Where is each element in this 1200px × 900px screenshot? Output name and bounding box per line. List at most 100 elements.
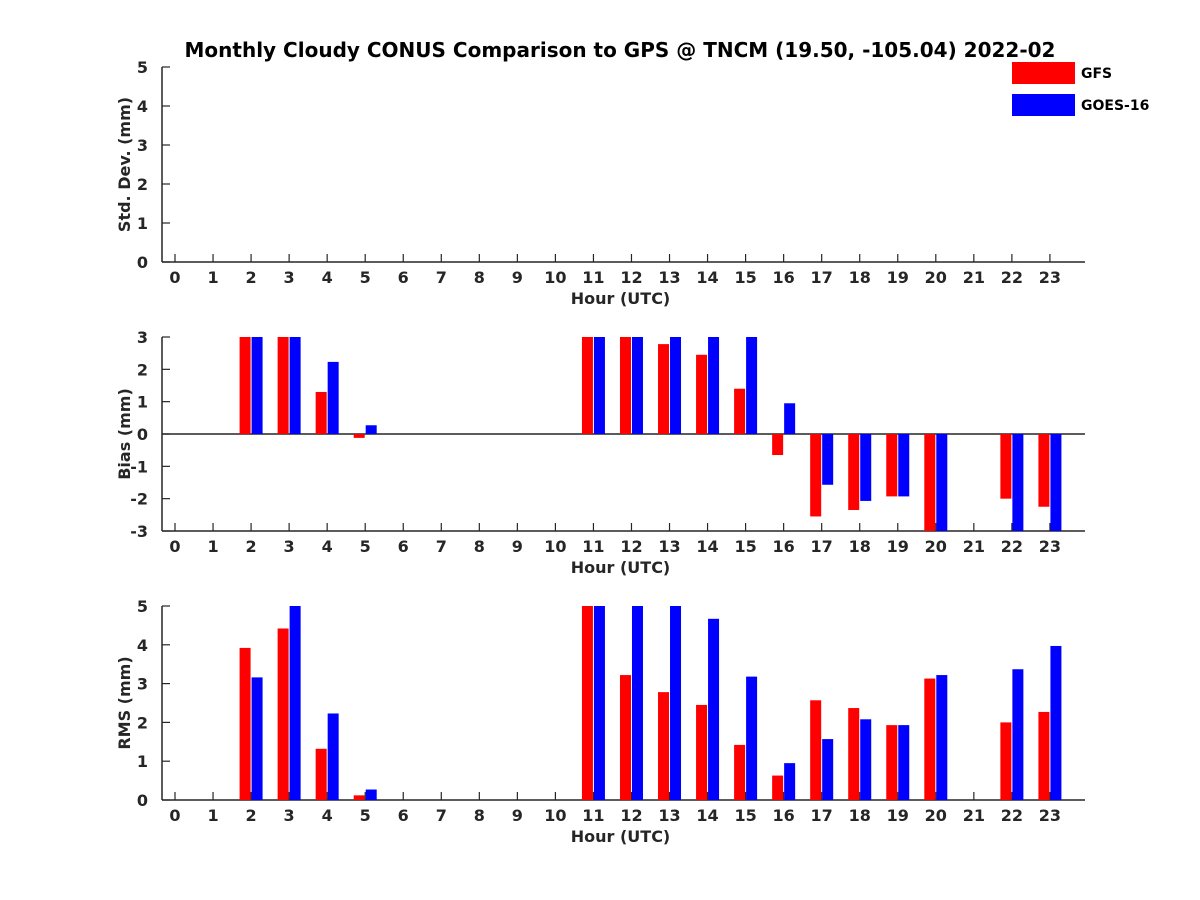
x-tick-label: 17 bbox=[811, 537, 833, 556]
x-tick-label: 3 bbox=[284, 268, 295, 287]
y-axis-label: Bias (mm) bbox=[115, 388, 134, 480]
x-tick-label: 21 bbox=[963, 268, 985, 287]
bar-gfs-hour-23 bbox=[1038, 711, 1050, 800]
bar-goes-16-hour-13 bbox=[670, 606, 682, 800]
x-tick-label: 9 bbox=[512, 806, 523, 825]
x-tick-label: 0 bbox=[169, 537, 180, 556]
x-tick-label: 7 bbox=[436, 537, 447, 556]
y-tick-label: 1 bbox=[137, 214, 148, 233]
y-tick-label: 0 bbox=[137, 425, 148, 444]
bar-goes-16-hour-23 bbox=[1050, 434, 1062, 531]
x-tick-label: 7 bbox=[436, 268, 447, 287]
bar-goes-16-hour-11 bbox=[593, 337, 605, 434]
x-tick-label: 14 bbox=[696, 268, 718, 287]
y-tick-label: 0 bbox=[137, 791, 148, 810]
y-tick-label: -3 bbox=[130, 522, 148, 541]
y-tick-label: -1 bbox=[130, 457, 148, 476]
x-tick-label: 15 bbox=[734, 806, 756, 825]
bar-goes-16-hour-12 bbox=[631, 606, 643, 800]
bar-gfs-hour-12 bbox=[619, 675, 631, 800]
x-tick-label: 12 bbox=[620, 268, 642, 287]
bar-goes-16-hour-4 bbox=[327, 713, 339, 800]
x-tick-label: 1 bbox=[207, 806, 218, 825]
bar-gfs-hour-16 bbox=[772, 434, 784, 456]
y-axis-label: Std. Dev. (mm) bbox=[115, 97, 134, 232]
bar-goes-16-hour-15 bbox=[746, 676, 758, 800]
x-tick-label: 16 bbox=[773, 537, 795, 556]
bar-gfs-hour-22 bbox=[1000, 722, 1012, 800]
x-tick-label: 14 bbox=[696, 806, 718, 825]
y-tick-label: 3 bbox=[137, 136, 148, 155]
bar-goes-16-hour-5 bbox=[365, 425, 377, 434]
y-tick-label: 1 bbox=[137, 393, 148, 412]
y-tick-label: -2 bbox=[130, 490, 148, 509]
x-tick-label: 1 bbox=[207, 268, 218, 287]
y-tick-label: 4 bbox=[137, 636, 148, 655]
legend: GFS GOES-16 bbox=[1012, 62, 1149, 116]
bar-gfs-hour-4 bbox=[315, 391, 327, 434]
bar-gfs-hour-14 bbox=[696, 354, 708, 434]
x-tick-label: 10 bbox=[544, 537, 566, 556]
bar-goes-16-hour-23 bbox=[1050, 645, 1062, 800]
x-tick-label: 6 bbox=[398, 806, 409, 825]
x-tick-label: 22 bbox=[1001, 537, 1023, 556]
legend-swatch-goes-16 bbox=[1012, 94, 1075, 116]
x-tick-label: 19 bbox=[887, 537, 909, 556]
x-tick-label: 10 bbox=[544, 806, 566, 825]
x-tick-label: 4 bbox=[322, 537, 333, 556]
x-tick-label: 18 bbox=[849, 268, 871, 287]
y-tick-label: 1 bbox=[137, 752, 148, 771]
bar-goes-16-hour-20 bbox=[936, 434, 948, 531]
x-tick-label: 14 bbox=[696, 537, 718, 556]
x-tick-label: 5 bbox=[360, 537, 371, 556]
bar-gfs-hour-2 bbox=[239, 337, 251, 434]
x-tick-label: 20 bbox=[925, 806, 947, 825]
bar-gfs-hour-23 bbox=[1038, 434, 1050, 507]
bar-goes-16-hour-19 bbox=[898, 434, 910, 497]
x-tick-label: 23 bbox=[1039, 806, 1061, 825]
x-tick-label: 8 bbox=[474, 537, 485, 556]
bar-gfs-hour-17 bbox=[810, 434, 822, 517]
legend-label-goes-16: GOES-16 bbox=[1081, 98, 1149, 114]
bar-goes-16-hour-5 bbox=[365, 789, 377, 800]
bar-goes-16-hour-14 bbox=[708, 337, 720, 434]
y-axis-label: RMS (mm) bbox=[115, 656, 134, 749]
x-tick-label: 2 bbox=[246, 268, 257, 287]
y-tick-label: 2 bbox=[137, 713, 148, 732]
bar-gfs-hour-3 bbox=[277, 337, 289, 434]
x-tick-label: 17 bbox=[811, 268, 833, 287]
bar-goes-16-hour-19 bbox=[898, 725, 910, 800]
x-tick-label: 0 bbox=[169, 806, 180, 825]
bar-goes-16-hour-14 bbox=[708, 618, 720, 800]
x-tick-label: 12 bbox=[620, 806, 642, 825]
bar-gfs-hour-3 bbox=[277, 628, 289, 800]
bar-goes-16-hour-2 bbox=[251, 677, 263, 800]
y-tick-label: 5 bbox=[137, 597, 148, 616]
x-tick-label: 13 bbox=[658, 537, 680, 556]
legend-label-gfs: GFS bbox=[1081, 66, 1112, 82]
bar-goes-16-hour-18 bbox=[860, 719, 872, 800]
bar-gfs-hour-22 bbox=[1000, 434, 1012, 499]
x-tick-label: 21 bbox=[963, 537, 985, 556]
bar-gfs-hour-18 bbox=[848, 434, 860, 510]
bar-gfs-hour-15 bbox=[734, 388, 746, 434]
bar-gfs-hour-20 bbox=[924, 678, 936, 800]
x-tick-label: 15 bbox=[734, 268, 756, 287]
x-tick-label: 1 bbox=[207, 537, 218, 556]
bar-gfs-hour-14 bbox=[696, 704, 708, 800]
x-tick-label: 6 bbox=[398, 537, 409, 556]
y-tick-label: 5 bbox=[137, 58, 148, 77]
x-tick-label: 15 bbox=[734, 537, 756, 556]
y-tick-label: 4 bbox=[137, 97, 148, 116]
x-tick-label: 22 bbox=[1001, 806, 1023, 825]
bar-goes-16-hour-20 bbox=[936, 675, 948, 800]
bar-goes-16-hour-16 bbox=[784, 763, 796, 800]
bar-gfs-hour-13 bbox=[658, 692, 670, 800]
x-tick-label: 23 bbox=[1039, 268, 1061, 287]
x-tick-label: 16 bbox=[773, 806, 795, 825]
bar-gfs-hour-17 bbox=[810, 700, 822, 800]
x-tick-label: 4 bbox=[322, 806, 333, 825]
